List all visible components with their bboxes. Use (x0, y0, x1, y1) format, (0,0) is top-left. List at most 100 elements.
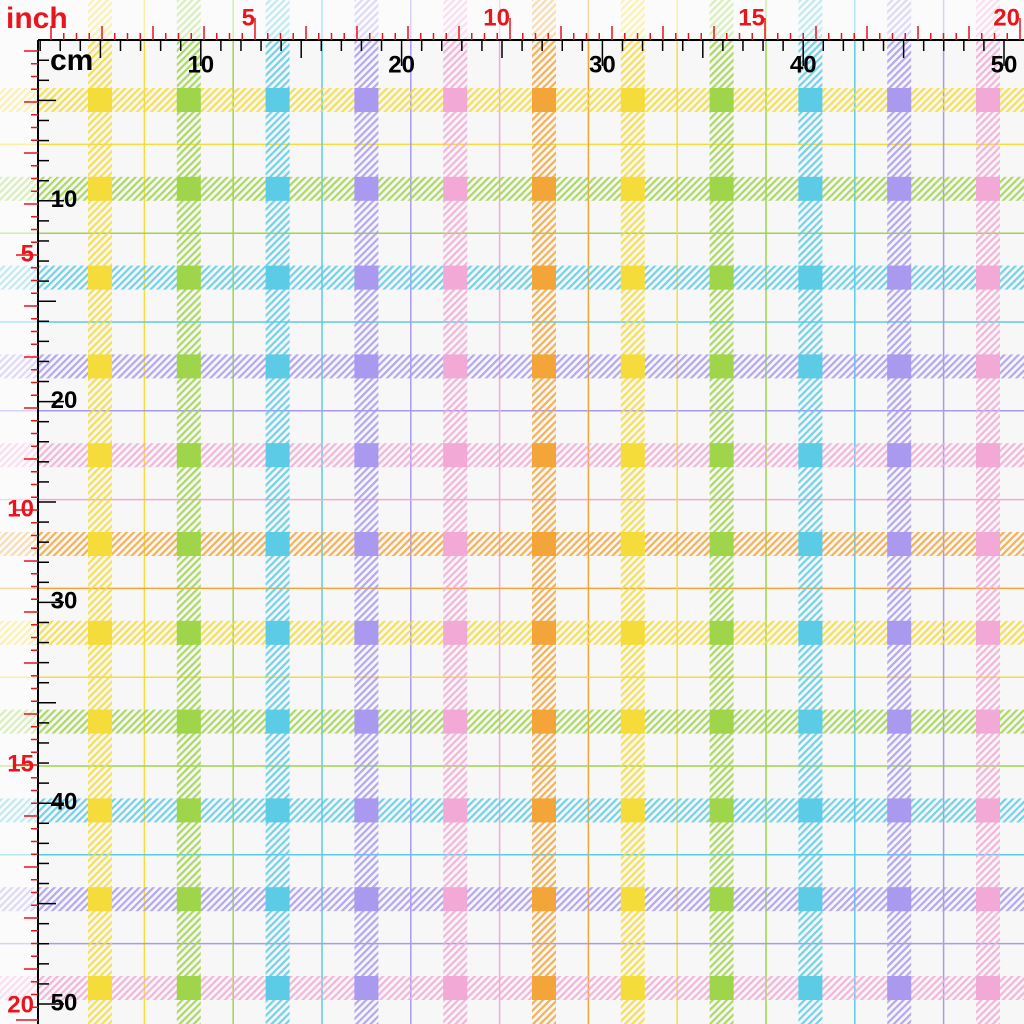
intersection-square (976, 532, 1000, 556)
horizontal-band (0, 265, 1024, 290)
intersection-square (709, 265, 734, 290)
intersection-square (265, 620, 290, 645)
intersection-square (620, 887, 645, 912)
intersection-square (443, 976, 468, 1000)
intersection-square (976, 176, 1000, 201)
intersection-square (354, 354, 379, 379)
intersection-square (532, 798, 556, 823)
intersection-square (265, 709, 290, 734)
intersection-square (532, 88, 556, 112)
intersection-square (887, 265, 912, 290)
vertical-band (176, 0, 201, 1024)
intersection-square (532, 620, 556, 645)
intersection-square (176, 265, 201, 290)
intersection-square (88, 976, 112, 1000)
intersection-square (709, 354, 734, 379)
intersection-square (798, 709, 823, 734)
intersection-square (887, 88, 912, 112)
horizontal-band (0, 976, 1024, 1000)
horizontal-band (0, 532, 1024, 556)
vertical-band (976, 0, 1000, 1024)
intersection-square (88, 620, 112, 645)
intersection-square (976, 887, 1000, 912)
left-ruler-band (0, 40, 38, 1024)
intersection-square (887, 354, 912, 379)
intersection-square (620, 265, 645, 290)
intersection-square (532, 976, 556, 1000)
intersection-square (443, 88, 468, 112)
intersection-square (798, 354, 823, 379)
intersection-square (620, 443, 645, 468)
inch-label: 10 (483, 4, 510, 31)
intersection-square (443, 354, 468, 379)
inch-label: 20 (7, 991, 34, 1018)
horizontal-band (0, 443, 1024, 468)
intersection-square (798, 798, 823, 823)
intersection-square (176, 620, 201, 645)
intersection-square (532, 354, 556, 379)
intersection-square (887, 176, 912, 201)
vertical-band (354, 0, 379, 1024)
intersection-square (354, 88, 379, 112)
intersection-square (176, 709, 201, 734)
intersection-square (532, 709, 556, 734)
intersection-square (265, 265, 290, 290)
top-ruler-band (0, 0, 1024, 40)
intersection-square (620, 620, 645, 645)
inch-label: 20 (993, 4, 1020, 31)
intersection-square (532, 532, 556, 556)
intersection-square (798, 887, 823, 912)
intersection-square (620, 709, 645, 734)
inch-label: 10 (7, 495, 34, 522)
intersection-square (354, 709, 379, 734)
horizontal-band (0, 88, 1024, 112)
intersection-square (798, 176, 823, 201)
horizontal-band (0, 709, 1024, 734)
intersection-square (976, 976, 1000, 1000)
intersection-square (709, 176, 734, 201)
cm-label: 50 (51, 989, 78, 1016)
intersection-square (798, 265, 823, 290)
intersection-square (176, 443, 201, 468)
vertical-band (620, 0, 645, 1024)
intersection-square (798, 443, 823, 468)
intersection-square (976, 798, 1000, 823)
intersection-square (620, 176, 645, 201)
vertical-band (887, 0, 912, 1024)
intersection-square (265, 354, 290, 379)
inch-label: 15 (738, 4, 765, 31)
intersection-square (354, 976, 379, 1000)
intersection-square (709, 887, 734, 912)
intersection-square (354, 620, 379, 645)
intersection-square (176, 887, 201, 912)
cm-label: 20 (51, 387, 78, 414)
intersection-square (443, 887, 468, 912)
intersection-square (887, 887, 912, 912)
inch-label: 5 (21, 240, 34, 267)
horizontal-band (0, 620, 1024, 645)
intersection-square (887, 620, 912, 645)
intersection-square (443, 176, 468, 201)
intersection-square (265, 88, 290, 112)
intersection-square (798, 532, 823, 556)
intersection-square (265, 176, 290, 201)
intersection-square (976, 265, 1000, 290)
intersection-square (620, 88, 645, 112)
intersection-square (709, 798, 734, 823)
intersection-square (265, 976, 290, 1000)
cm-unit-label: cm (50, 44, 93, 77)
horizontal-band (0, 887, 1024, 912)
intersection-square (709, 976, 734, 1000)
intersection-square (798, 620, 823, 645)
intersection-square (88, 532, 112, 556)
vertical-band (88, 0, 112, 1024)
intersection-square (88, 887, 112, 912)
inch-label: 5 (242, 4, 255, 31)
intersection-square (443, 709, 468, 734)
intersection-square (443, 443, 468, 468)
horizontal-band (0, 798, 1024, 823)
intersection-square (265, 798, 290, 823)
